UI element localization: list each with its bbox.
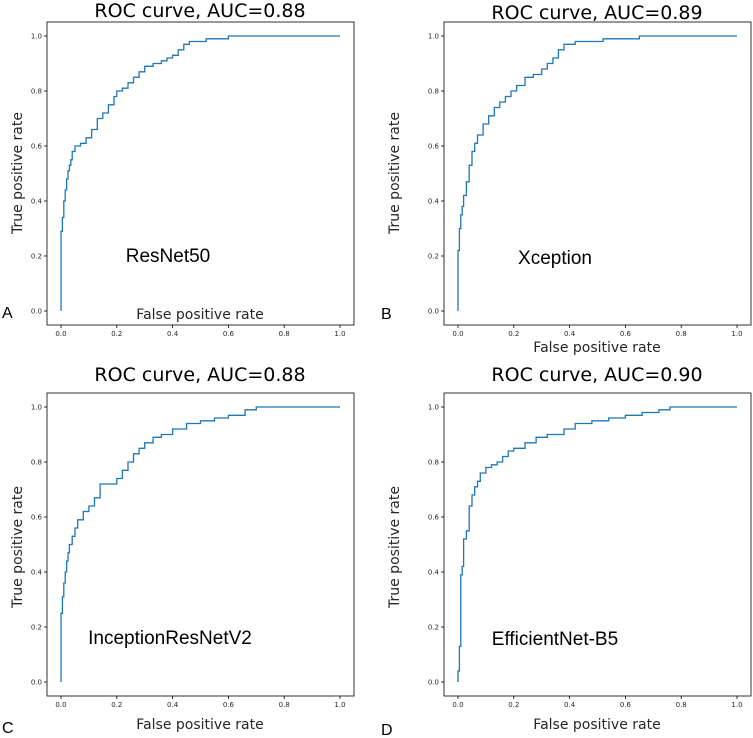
y-tick-label: 0.2 — [428, 253, 439, 261]
y-tick-label: 0.4 — [31, 569, 43, 577]
roc-curve-line — [60, 406, 340, 682]
y-tick-label: 1.0 — [31, 33, 42, 41]
y-tick-label: 1.0 — [428, 33, 439, 41]
y-tick-label: 0.6 — [428, 143, 440, 151]
model-name-label: EfficientNet-B5 — [492, 629, 618, 650]
panel-letter: A — [2, 305, 13, 322]
axes-frame — [443, 392, 752, 697]
axes-frame — [443, 21, 752, 326]
chart-svg: ROC curve, AUC=0.88 0.0 0.2 0.4 0.6 0.8 1.0 0.0… — [2, 364, 355, 737]
panel-c: ROC curve, AUC=0.88 0.0 0.2 0.4 0.6 0.8 1.0 0.0… — [0, 364, 376, 738]
y-tick-label: 0.8 — [428, 88, 439, 96]
chart-title: ROC curve, AUC=0.90 — [491, 364, 702, 386]
chart-svg: ROC curve, AUC=0.88 0.0 0.2 0.4 0.6 0.8 1.0 0.0… — [2, 0, 355, 338]
x-tick-label: 1.0 — [334, 330, 345, 338]
y-tick-label: 0.6 — [31, 514, 43, 522]
x-tick-label: 0.4 — [167, 701, 179, 709]
y-tick-label: 0.6 — [31, 143, 43, 151]
x-tick-label: 0.0 — [452, 330, 463, 338]
x-tick-label: 1.0 — [731, 330, 742, 338]
x-tick-label: 0.8 — [676, 330, 687, 338]
y-tick-label: 0.8 — [428, 459, 439, 467]
roc-curve-line — [457, 35, 737, 311]
y-tick-label: 0.6 — [428, 514, 440, 522]
axes-frame — [46, 392, 355, 697]
y-tick-label: 0.0 — [428, 308, 439, 316]
x-tick-label: 0.8 — [279, 330, 290, 338]
y-tick-label: 0.4 — [428, 198, 440, 206]
chart-svg: ROC curve, AUC=0.90 0.0 0.2 0.4 0.6 0.8 1.0 0.0… — [381, 364, 752, 738]
x-tick-label: 0.6 — [223, 330, 235, 338]
y-tick-label: 0.2 — [31, 624, 42, 632]
chart-title: ROC curve, AUC=0.89 — [491, 2, 702, 24]
x-tick-label: 0.2 — [111, 330, 122, 338]
roc-curve-line — [457, 406, 737, 682]
x-axis-label: False positive rate — [533, 340, 660, 356]
x-tick-label: 0.0 — [55, 330, 66, 338]
x-tick-label: 0.4 — [564, 701, 576, 709]
x-axis-label: False positive rate — [136, 307, 263, 323]
y-tick-label: 0.0 — [31, 679, 42, 687]
y-axis-label: True positive rate — [10, 486, 26, 609]
chart-title: ROC curve, AUC=0.88 — [94, 0, 305, 22]
x-tick-label: 0.4 — [167, 330, 179, 338]
x-tick-label: 1.0 — [334, 701, 345, 709]
x-tick-label: 0.4 — [564, 330, 576, 338]
y-axis-label: True positive rate — [387, 112, 403, 235]
roc-curve-line — [60, 35, 340, 311]
y-axis-label: True positive rate — [10, 112, 26, 235]
x-axis-label: False positive rate — [136, 717, 263, 733]
y-tick-label: 1.0 — [31, 404, 42, 412]
x-axis-label: False positive rate — [533, 717, 660, 733]
chart-svg: ROC curve, AUC=0.89 0.0 0.2 0.4 0.6 0.8 1.0 0.0… — [381, 2, 752, 356]
x-tick-label: 1.0 — [731, 701, 742, 709]
x-tick-label: 0.8 — [279, 701, 290, 709]
panel-letter: B — [381, 306, 392, 323]
x-tick-label: 0.0 — [452, 701, 463, 709]
y-axis-label: True positive rate — [387, 486, 403, 609]
model-name-label: InceptionResNetV2 — [88, 628, 252, 649]
x-tick-label: 0.6 — [620, 330, 632, 338]
model-name-label: Xception — [518, 248, 592, 269]
y-tick-label: 1.0 — [428, 404, 439, 412]
y-tick-label: 0.0 — [428, 679, 439, 687]
y-tick-label: 0.2 — [428, 624, 439, 632]
y-tick-label: 0.8 — [31, 88, 42, 96]
x-tick-label: 0.6 — [620, 701, 632, 709]
panel-b: ROC curve, AUC=0.89 0.0 0.2 0.4 0.6 0.8 1.0 0.0… — [377, 0, 753, 369]
y-tick-label: 0.8 — [31, 459, 42, 467]
panel-letter: C — [2, 720, 14, 737]
y-tick-label: 0.4 — [428, 569, 440, 577]
x-tick-label: 0.8 — [676, 701, 687, 709]
x-tick-label: 0.2 — [508, 701, 519, 709]
x-tick-label: 0.0 — [55, 701, 66, 709]
panel-d: ROC curve, AUC=0.90 0.0 0.2 0.4 0.6 0.8 1.0 0.0… — [377, 364, 753, 738]
axes-frame — [46, 21, 355, 326]
panel-letter: D — [381, 722, 393, 738]
model-name-label: ResNet50 — [126, 246, 211, 267]
x-tick-label: 0.2 — [111, 701, 122, 709]
x-tick-label: 0.2 — [508, 330, 519, 338]
y-tick-label: 0.2 — [31, 253, 42, 261]
chart-title: ROC curve, AUC=0.88 — [94, 364, 305, 386]
y-tick-label: 0.0 — [31, 308, 42, 316]
x-tick-label: 0.6 — [223, 701, 235, 709]
panel-a: ROC curve, AUC=0.88 0.0 0.2 0.4 0.6 0.8 1.0 0.0… — [0, 0, 376, 369]
y-tick-label: 0.4 — [31, 198, 43, 206]
